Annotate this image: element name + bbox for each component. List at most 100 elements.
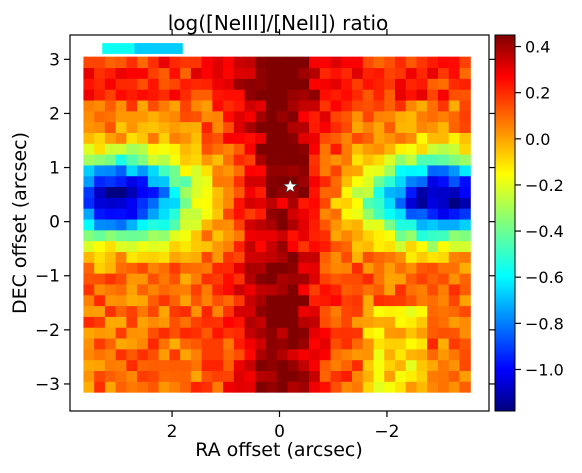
heatmap-cell — [352, 164, 364, 177]
heatmap-cell — [309, 348, 321, 361]
heatmap-cell — [266, 154, 278, 166]
heatmap-cell — [212, 262, 224, 274]
heatmap-cell — [115, 208, 127, 220]
heatmap-cell — [169, 208, 181, 220]
heatmap-cell — [223, 359, 235, 372]
heatmap-cell — [104, 89, 117, 101]
heatmap-cell — [126, 186, 138, 198]
heatmap-cell — [405, 262, 418, 274]
heatmap-cell — [459, 143, 471, 155]
heatmap-cell — [298, 262, 310, 274]
heatmap-cell — [158, 327, 170, 339]
heatmap-cell — [330, 132, 342, 144]
heatmap-cell — [319, 359, 332, 372]
heatmap-cell — [298, 240, 310, 252]
heatmap-cell — [362, 56, 375, 69]
heatmap-cell — [201, 143, 213, 155]
heatmap-cell — [287, 67, 299, 79]
heatmap-cell — [405, 327, 418, 339]
heatmap-cell — [233, 370, 246, 382]
heatmap-cell — [384, 175, 396, 188]
heatmap-cell — [437, 381, 450, 393]
heatmap-cell — [362, 370, 375, 382]
heatmap-cell — [115, 175, 127, 188]
heatmap-cell — [223, 262, 235, 274]
heatmap-cell — [94, 154, 106, 166]
heatmap-cell — [180, 121, 192, 133]
heatmap-cell — [276, 294, 289, 307]
heatmap-cell — [266, 348, 278, 361]
heatmap-cell — [362, 186, 375, 198]
heatmap-cell — [276, 262, 289, 274]
heatmap-cell — [244, 294, 256, 307]
heatmap-cell — [330, 143, 342, 155]
heatmap-cell — [126, 67, 138, 79]
heatmap-cell — [223, 229, 235, 242]
heatmap-cell — [104, 305, 117, 317]
heatmap-cell — [341, 99, 353, 112]
heatmap-cell — [319, 305, 332, 317]
heatmap-cell — [158, 67, 170, 79]
heatmap-cell — [384, 132, 396, 144]
heatmap-cell — [158, 262, 170, 274]
heatmap-cell — [298, 381, 310, 393]
heatmap-cell — [287, 229, 299, 242]
heatmap-cell — [416, 316, 428, 328]
heatmap-cell — [115, 283, 127, 296]
heatmap-cell — [126, 370, 138, 382]
heatmap-cell — [287, 121, 299, 133]
heatmap-cell — [147, 99, 160, 112]
heatmap-cell — [309, 262, 321, 274]
heatmap-cell — [201, 294, 213, 307]
heatmap-cell — [190, 316, 203, 328]
heatmap-cell — [437, 229, 450, 242]
heatmap-cell — [223, 110, 235, 123]
heatmap-cell — [373, 89, 385, 101]
heatmap-cell — [147, 294, 160, 307]
heatmap-cell — [405, 381, 418, 393]
heatmap-cell — [298, 218, 310, 231]
heatmap-cell — [437, 305, 450, 317]
heatmap-cell — [319, 89, 332, 101]
heatmap-cell — [459, 218, 471, 231]
heatmap-cell — [147, 186, 160, 198]
heatmap-cell — [319, 121, 332, 133]
heatmap-cell — [137, 218, 149, 231]
heatmap-cell — [201, 262, 213, 274]
heatmap-cell — [158, 294, 170, 307]
heatmap-cell — [330, 294, 342, 307]
heatmap-cell — [223, 305, 235, 317]
heatmap-cell — [137, 240, 149, 252]
heatmap-cell — [180, 251, 192, 263]
heatmap-cell — [298, 294, 310, 307]
heatmap-cell — [427, 381, 439, 393]
heatmap-cell — [276, 229, 289, 242]
heatmap-cell — [244, 381, 256, 393]
heatmap-cell — [352, 305, 364, 317]
heatmap-cell — [405, 208, 418, 220]
heatmap-cell — [459, 99, 471, 112]
heatmap-cell — [212, 359, 224, 372]
heatmap-cell — [137, 370, 149, 382]
heatmap-cell — [223, 208, 235, 220]
heatmap-cell — [104, 359, 117, 372]
heatmap-cell — [416, 327, 428, 339]
heatmap-cell — [83, 110, 95, 123]
heatmap-cell — [309, 175, 321, 188]
heatmap-cell — [309, 370, 321, 382]
heatmap-cell — [94, 175, 106, 188]
heatmap-cell — [94, 283, 106, 296]
heatmap-cell — [276, 164, 289, 177]
heatmap-cell — [233, 229, 246, 242]
heatmap-cell — [83, 359, 95, 372]
heatmap-cell — [394, 381, 407, 393]
heatmap-cell — [94, 316, 106, 328]
heatmap-cell — [448, 175, 461, 188]
heatmap-cell — [427, 143, 439, 155]
heatmap-cell — [394, 208, 407, 220]
heatmap-cell — [405, 273, 418, 285]
heatmap-cell — [373, 56, 385, 69]
heatmap-cell — [266, 89, 278, 101]
heatmap-cell — [394, 251, 407, 263]
